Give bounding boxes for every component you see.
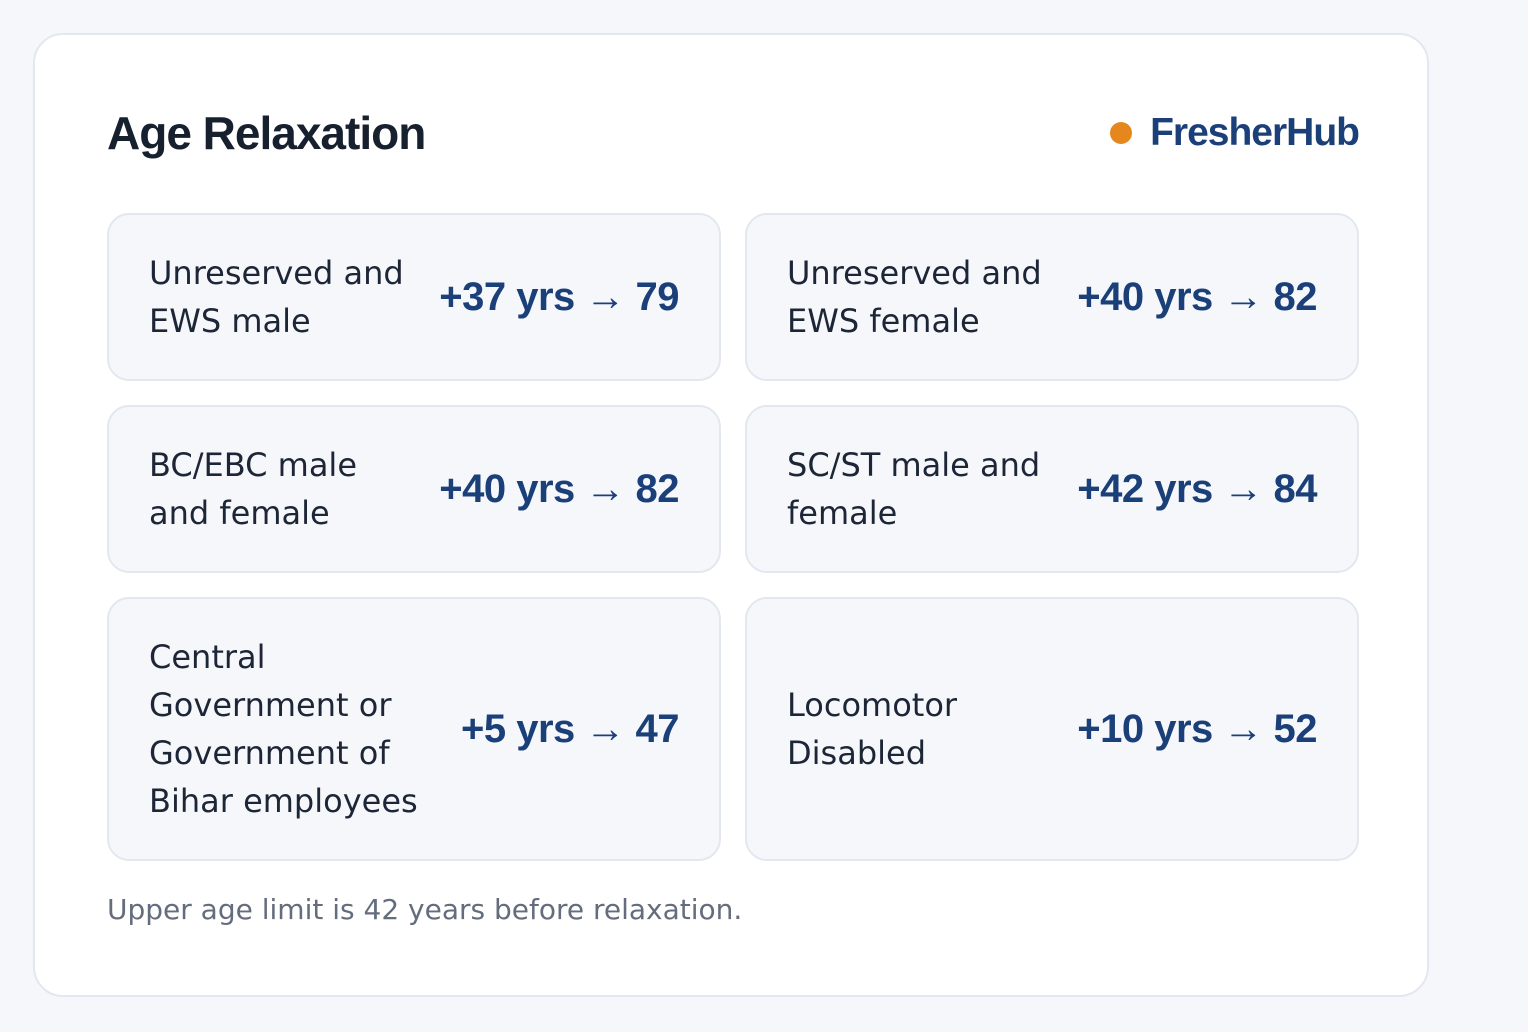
relaxation-category: Unreserved and EWS female <box>787 254 1042 340</box>
relaxation-category: Locomotor Disabled <box>787 686 958 772</box>
relaxation-item: Central Government or Government of Biha… <box>107 597 721 861</box>
relaxation-item: Unreserved and EWS male +37 yrs → 79 <box>107 213 721 381</box>
brand-logo: FresherHub <box>1110 111 1360 155</box>
relaxation-value: +40 yrs → 82 <box>1077 274 1317 319</box>
relaxation-value: +10 yrs → 52 <box>1077 706 1317 751</box>
brand-name: FresherHub <box>1150 111 1360 154</box>
relaxation-item: Locomotor Disabled +10 yrs → 52 <box>745 597 1359 861</box>
relaxation-category: Central Government or Government of Biha… <box>149 638 418 820</box>
relaxation-value: +42 yrs → 84 <box>1077 466 1317 511</box>
relaxation-item: SC/ST male and female +42 yrs → 84 <box>745 405 1359 573</box>
relaxation-value: +37 yrs → 79 <box>439 274 679 319</box>
relaxation-item: Unreserved and EWS female +40 yrs → 82 <box>745 213 1359 381</box>
relaxation-value: +5 yrs → 47 <box>461 706 680 751</box>
relaxation-item: BC/EBC male and female +40 yrs → 82 <box>107 405 721 573</box>
relaxation-value: +40 yrs → 82 <box>439 466 679 511</box>
age-relaxation-card: Age Relaxation FresherHub Unreserved and… <box>33 33 1429 997</box>
brand-dot-icon <box>1110 122 1133 144</box>
footnote: Upper age limit is 42 years before relax… <box>107 893 743 926</box>
relaxation-category: Unreserved and EWS male <box>149 254 404 340</box>
card-title: Age Relaxation <box>107 107 426 159</box>
relaxation-category: BC/EBC male and female <box>149 446 357 532</box>
relaxation-grid: Unreserved and EWS male +37 yrs → 79 Unr… <box>107 213 1359 861</box>
relaxation-category: SC/ST male and female <box>787 446 1041 532</box>
card-header: Age Relaxation FresherHub <box>107 103 1360 163</box>
